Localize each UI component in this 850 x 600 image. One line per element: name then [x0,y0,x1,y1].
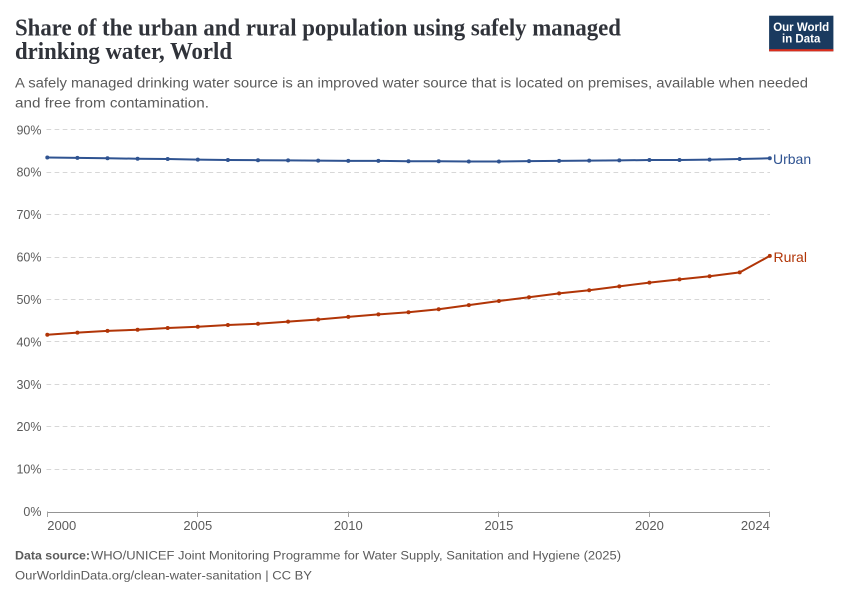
svg-text:2000: 2000 [47,518,76,533]
svg-text:20%: 20% [16,420,41,434]
svg-text:90%: 90% [16,123,41,137]
svg-text:Urban: Urban [773,151,811,167]
svg-text:A safely managed drinking wate: A safely managed drinking water source i… [15,76,808,92]
svg-text:80%: 80% [16,166,41,180]
svg-text:2005: 2005 [183,518,212,533]
svg-text:WHO/UNICEF Joint Monitoring Pr: WHO/UNICEF Joint Monitoring Programme fo… [91,549,621,563]
svg-text:40%: 40% [16,335,41,349]
svg-text:70%: 70% [16,208,41,222]
svg-text:60%: 60% [16,251,41,265]
svg-text:Our World: Our World [773,22,829,34]
svg-text:in Data: in Data [782,33,821,45]
svg-text:Rural: Rural [774,249,807,265]
svg-text:2015: 2015 [484,518,513,533]
svg-text:drinking water, World: drinking water, World [15,39,233,65]
svg-text:OurWorldinData.org/clean-water: OurWorldinData.org/clean-water-sanitatio… [15,569,312,583]
svg-text:Share of the urban and rural p: Share of the urban and rural population … [15,16,622,42]
svg-text:Data source:: Data source: [15,549,90,563]
svg-text:50%: 50% [16,293,41,307]
svg-text:2020: 2020 [635,518,664,533]
svg-text:0%: 0% [23,505,41,519]
svg-text:2010: 2010 [334,518,363,533]
svg-text:30%: 30% [16,378,41,392]
svg-text:10%: 10% [16,463,41,477]
svg-text:2024: 2024 [741,518,770,533]
svg-text:and free from contamination.: and free from contamination. [15,95,209,111]
